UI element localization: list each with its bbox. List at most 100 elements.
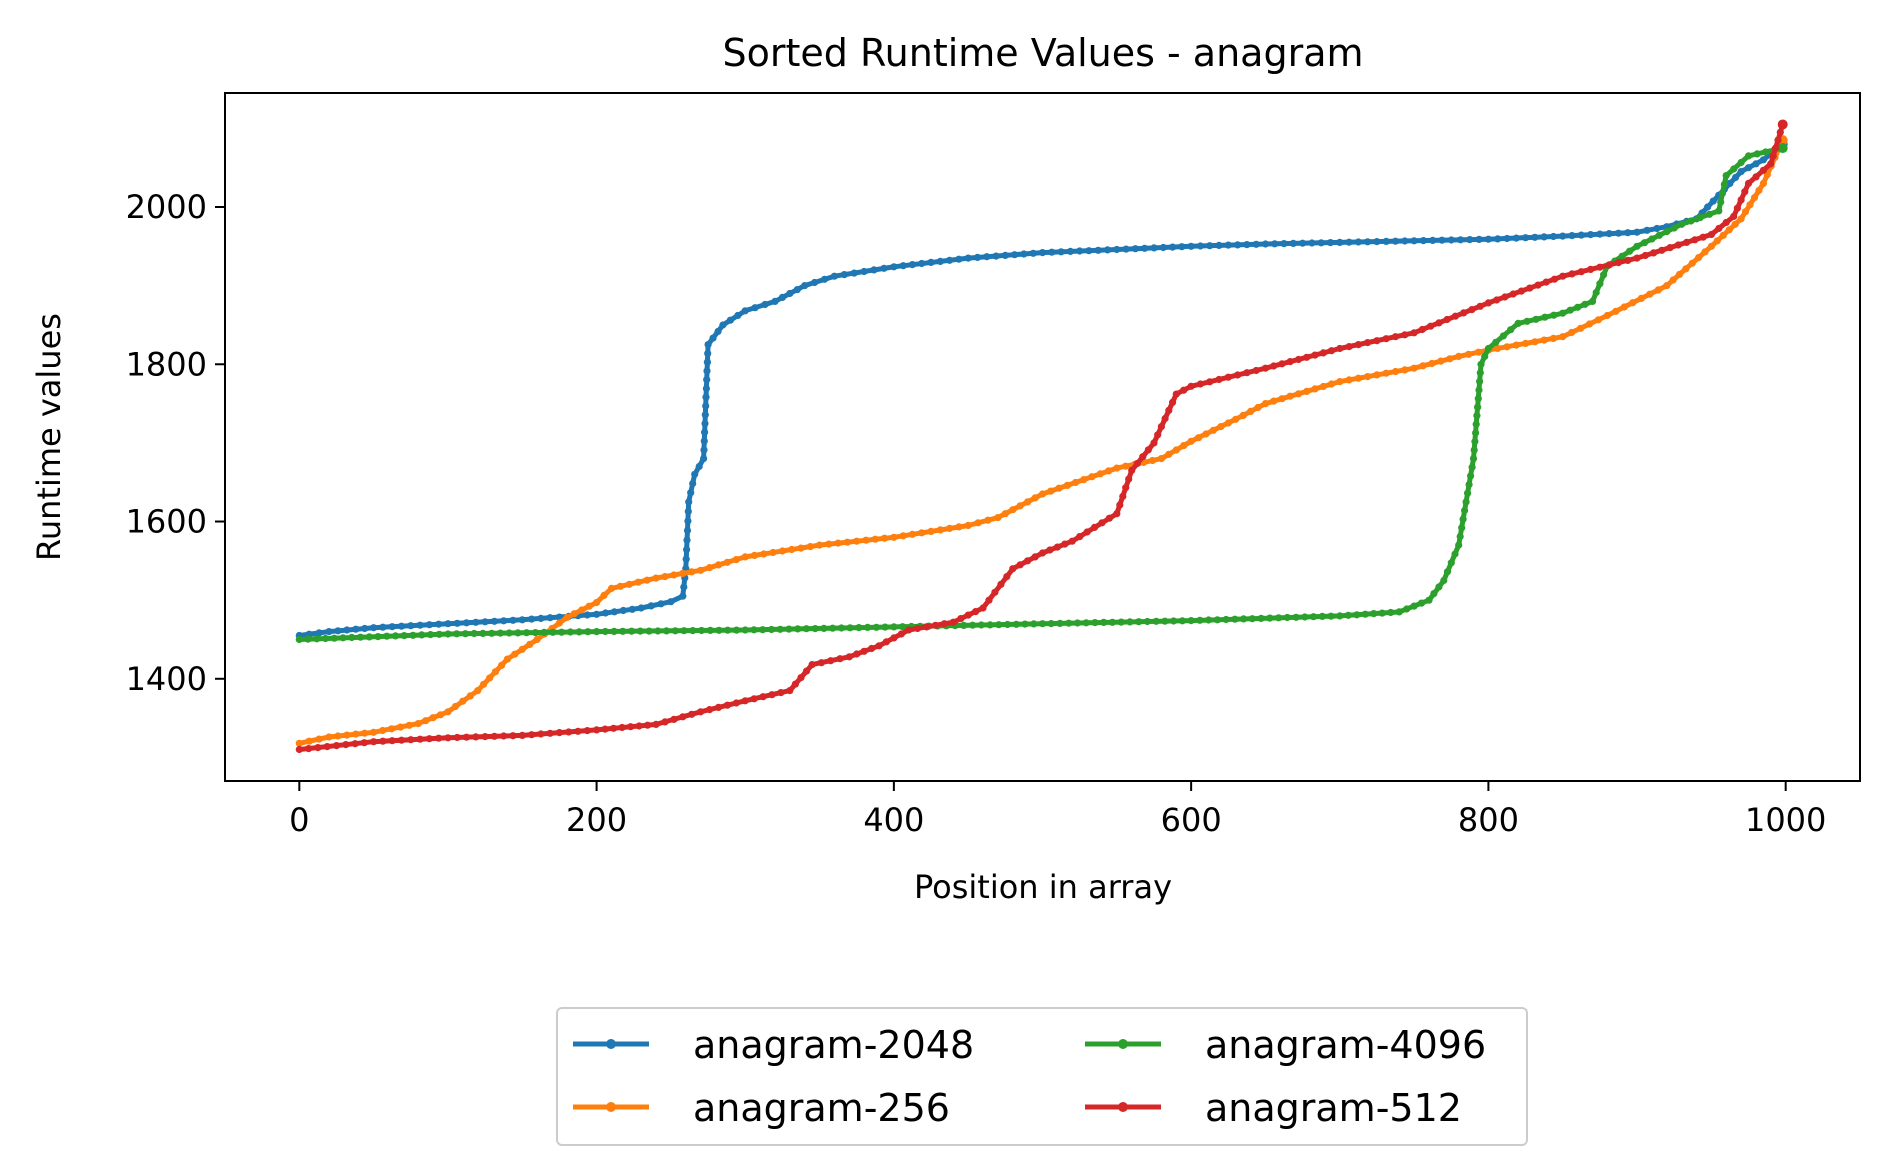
series-point [414,720,422,728]
series-point [995,621,1003,629]
series-point [1143,617,1151,626]
series-point [872,623,881,631]
series-point [1215,375,1223,384]
series-point [503,655,511,663]
series-point [1475,235,1483,243]
series-point [1746,201,1754,209]
series-point [899,532,907,540]
series-point [1061,540,1069,548]
series-point [416,735,424,743]
series-point [1271,240,1279,248]
series-point [1695,254,1703,262]
series-point [1655,231,1663,239]
series-point [1705,210,1714,218]
series-point [786,687,794,695]
series-point [1462,498,1470,506]
series-point [1152,617,1160,625]
series-point [1024,557,1032,565]
series-point [806,543,814,551]
series-point [836,655,844,663]
series-point [1309,613,1318,621]
series-point [1001,510,1009,518]
series-point [776,625,784,633]
series-point [724,626,732,634]
series-point [1633,254,1641,262]
series-point [1417,599,1426,607]
series-point [802,667,811,675]
series-point [1373,238,1381,246]
series-point [332,742,341,750]
series-layer [295,119,1788,754]
x-tick-label: 1000 [1745,801,1826,839]
series-point [1231,615,1239,623]
series-point [657,600,665,608]
series-point [435,620,443,628]
series-point [927,527,935,536]
series-point [295,635,303,644]
series-point [379,737,387,745]
series-point [1224,419,1232,427]
series-point [793,286,801,294]
series-point [1772,144,1780,152]
legend-label: anagram-2048 [693,1023,974,1067]
series-point [637,604,645,612]
series-point [682,555,690,563]
series-point [396,723,404,731]
series-point [1581,300,1589,308]
series-point [1326,239,1335,247]
series-point [436,711,445,719]
series-point [1776,128,1784,136]
series-point [348,633,356,642]
series-point [1261,240,1270,248]
series-point [1047,620,1055,628]
series-point [1196,380,1204,388]
series-point [1737,196,1745,204]
series-point [1701,248,1709,256]
series-point [1213,616,1221,624]
series-point [1135,618,1143,626]
series-point [1345,238,1353,246]
legend-label: anagram-4096 [1205,1023,1486,1067]
series-point [1531,233,1539,241]
series-point [1401,237,1409,245]
series-point [1024,498,1032,506]
series-point [1709,197,1717,205]
series-point [1541,313,1549,321]
series-point [1707,230,1715,239]
series-point [788,545,796,554]
series-point [1113,464,1121,472]
series-point [1047,487,1055,495]
series-point [1065,619,1073,627]
series-point [397,736,406,744]
series-point [601,725,609,733]
series-point [700,455,708,463]
series-point [679,713,687,721]
series-point [683,546,691,554]
series-point [1063,481,1071,489]
series-point [1464,489,1472,497]
x-tick-label: 200 [566,801,627,839]
series-point [1278,360,1286,368]
series-point [751,304,759,312]
series-point [1534,281,1542,289]
series-point [462,619,471,627]
series-point [820,275,829,283]
series-point [1730,165,1738,173]
series-point [1744,164,1753,172]
series-point [481,618,489,626]
series-point [451,702,459,711]
series-point [1126,618,1134,626]
series-point [1286,358,1294,366]
series-point [1234,371,1242,379]
series-point [1187,617,1195,625]
series-point [714,703,723,712]
series-point [1224,241,1232,249]
series-point [558,628,566,636]
series-point [1232,415,1240,423]
series-point [435,734,443,742]
x-tick-label: 0 [289,801,309,839]
series-point [1461,506,1469,515]
series-point [1382,237,1390,245]
series-point [570,610,578,618]
series-point [1542,278,1550,286]
